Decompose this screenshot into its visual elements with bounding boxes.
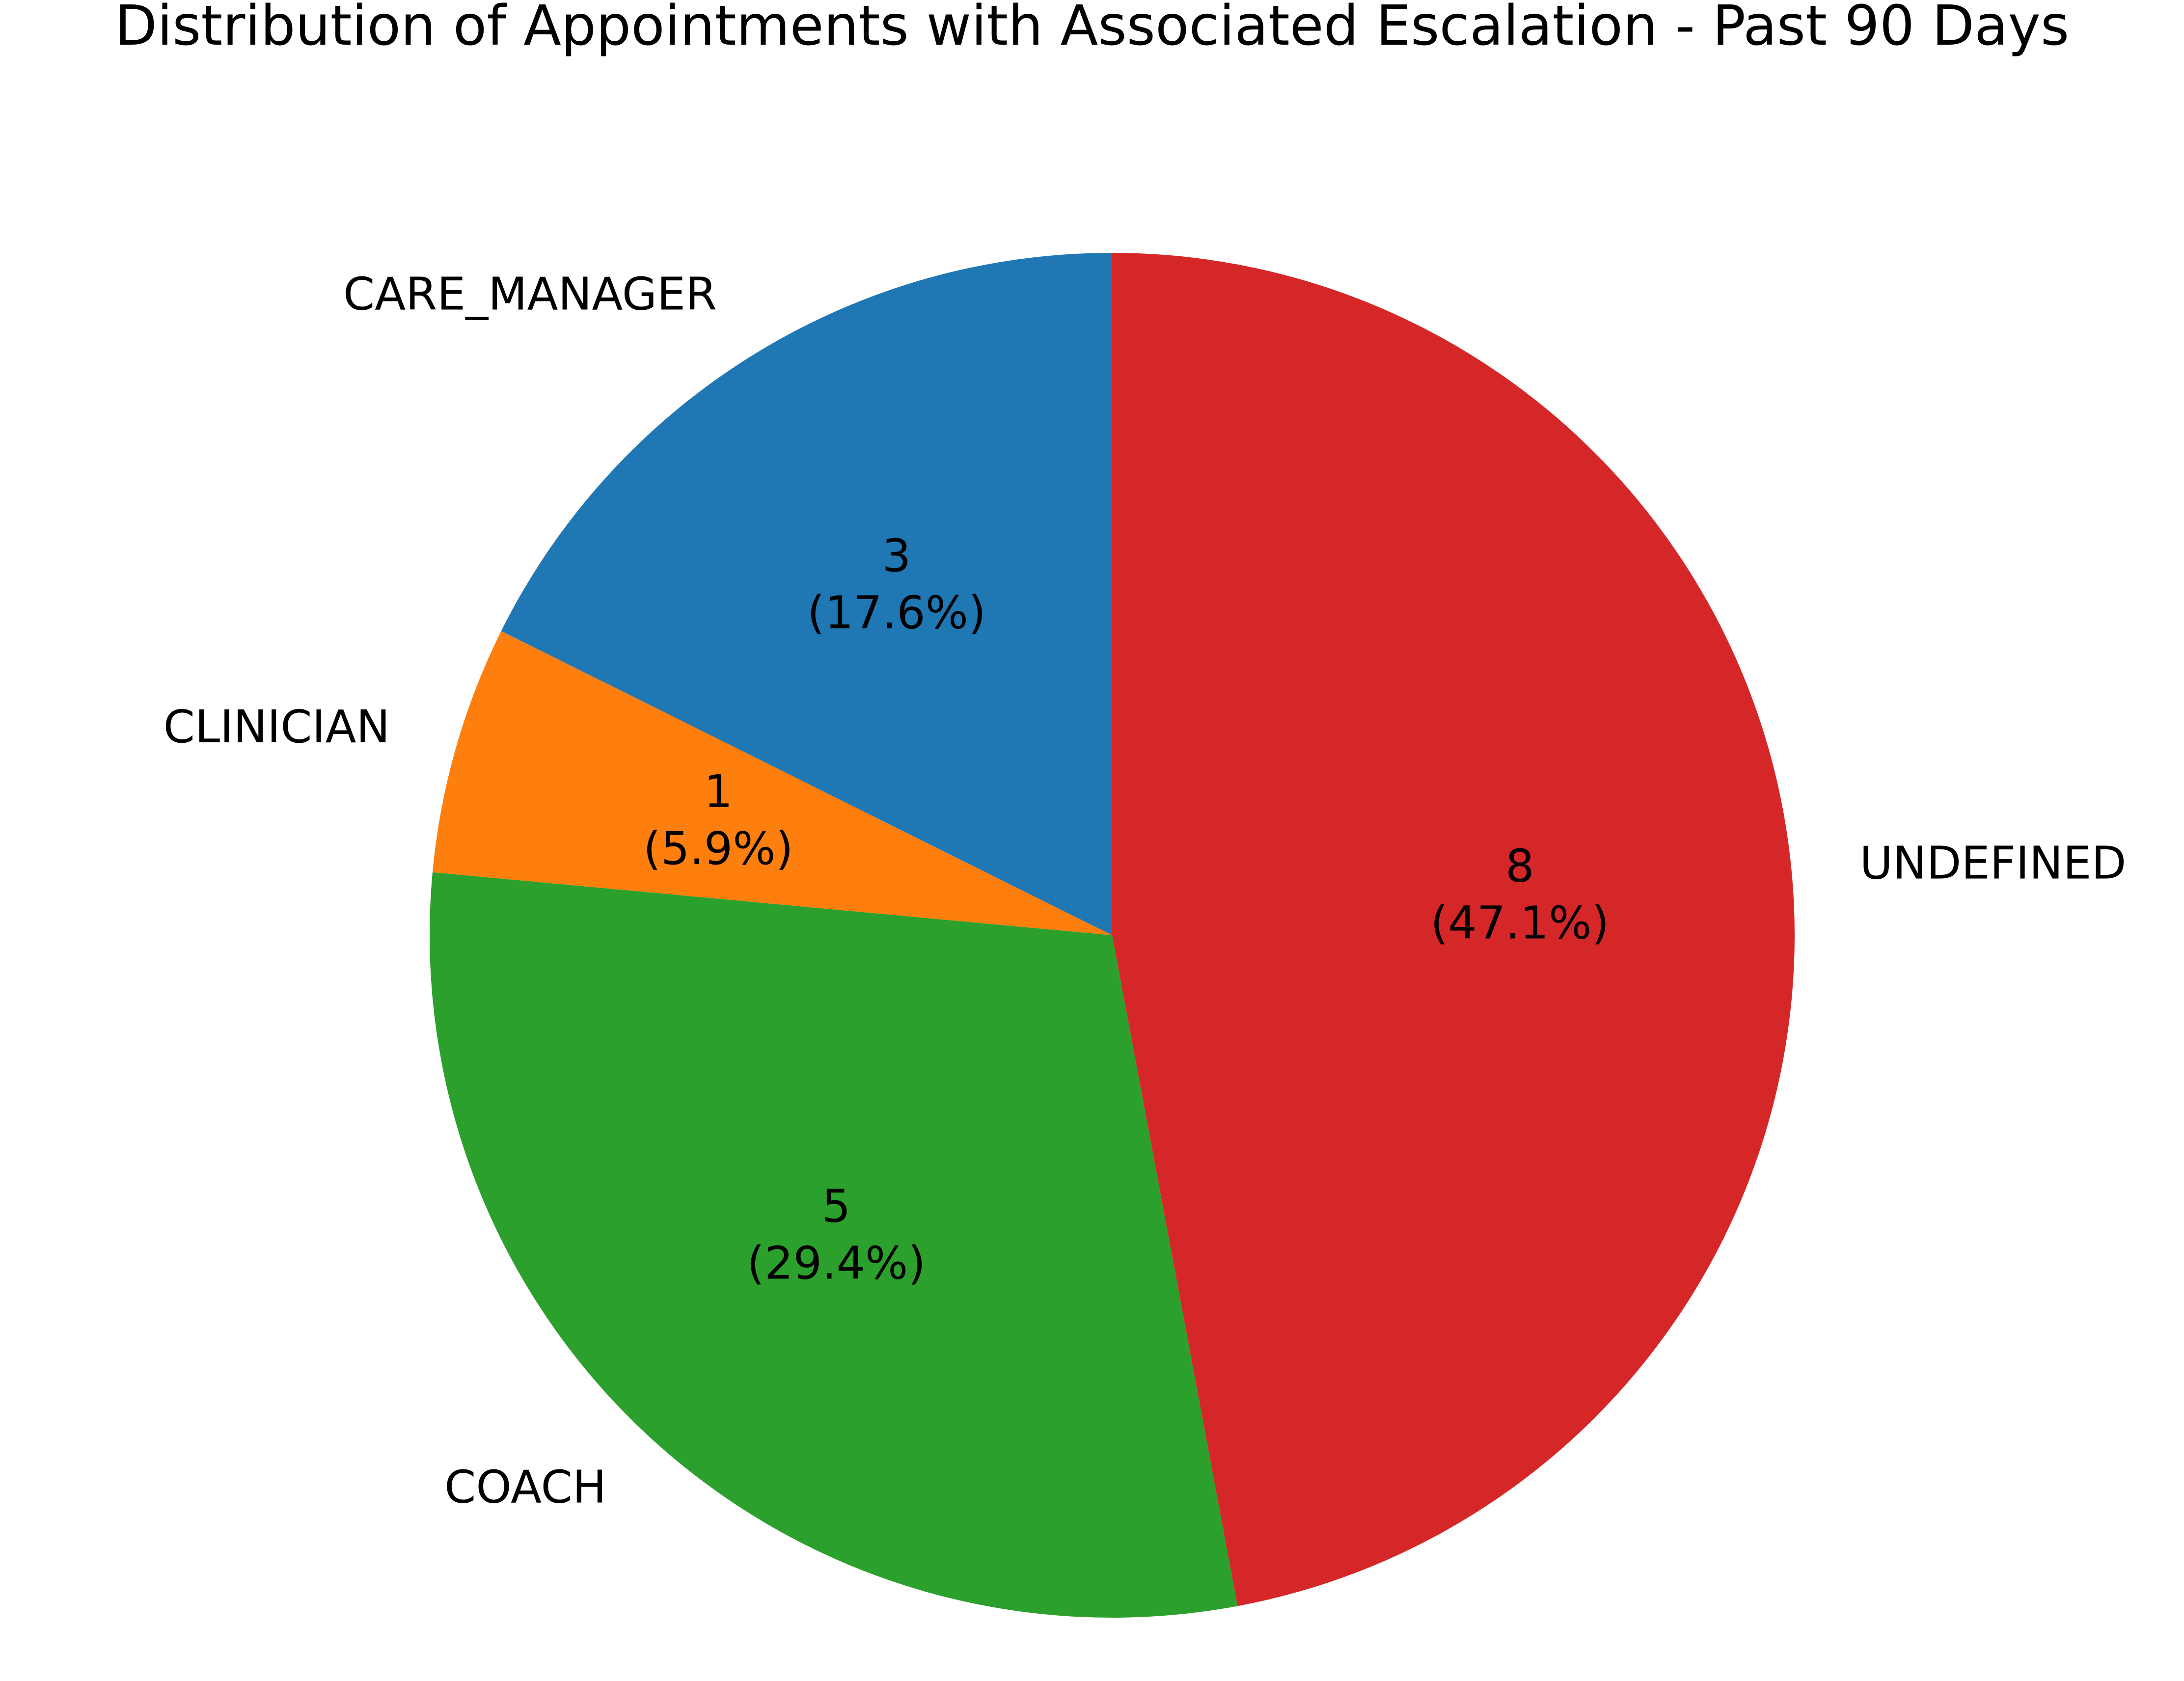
- slice-value-label: 1: [704, 765, 733, 818]
- slice-value-label: 3: [882, 529, 911, 582]
- slice-percent-label: (29.4%): [747, 1237, 926, 1290]
- slice-value-label: 5: [822, 1180, 851, 1233]
- pie-slice-undefined: [1112, 253, 1795, 1606]
- slice-value-label: 8: [1505, 840, 1534, 892]
- slice-label: CLINICIAN: [164, 701, 390, 753]
- slice-percent-label: (5.9%): [643, 822, 793, 875]
- slice-label: UNDEFINED: [1859, 837, 2126, 889]
- chart-title: Distribution of Appointments with Associ…: [115, 0, 2070, 58]
- slice-percent-label: (17.6%): [807, 586, 986, 639]
- pie-slice-coach: [430, 872, 1238, 1618]
- pie-slice-clinician: [432, 631, 1113, 935]
- pie-slice-care-manager: [501, 253, 1112, 935]
- slice-label: CARE_MANAGER: [343, 268, 717, 320]
- slice-label: COACH: [444, 1461, 606, 1513]
- slice-percent-label: (47.1%): [1430, 896, 1609, 949]
- pie-slices: [430, 253, 1795, 1618]
- pie-labels: CARE_MANAGER 3(17.6%) CLINICIAN 1(5.9%) COAC…: [164, 268, 2127, 1513]
